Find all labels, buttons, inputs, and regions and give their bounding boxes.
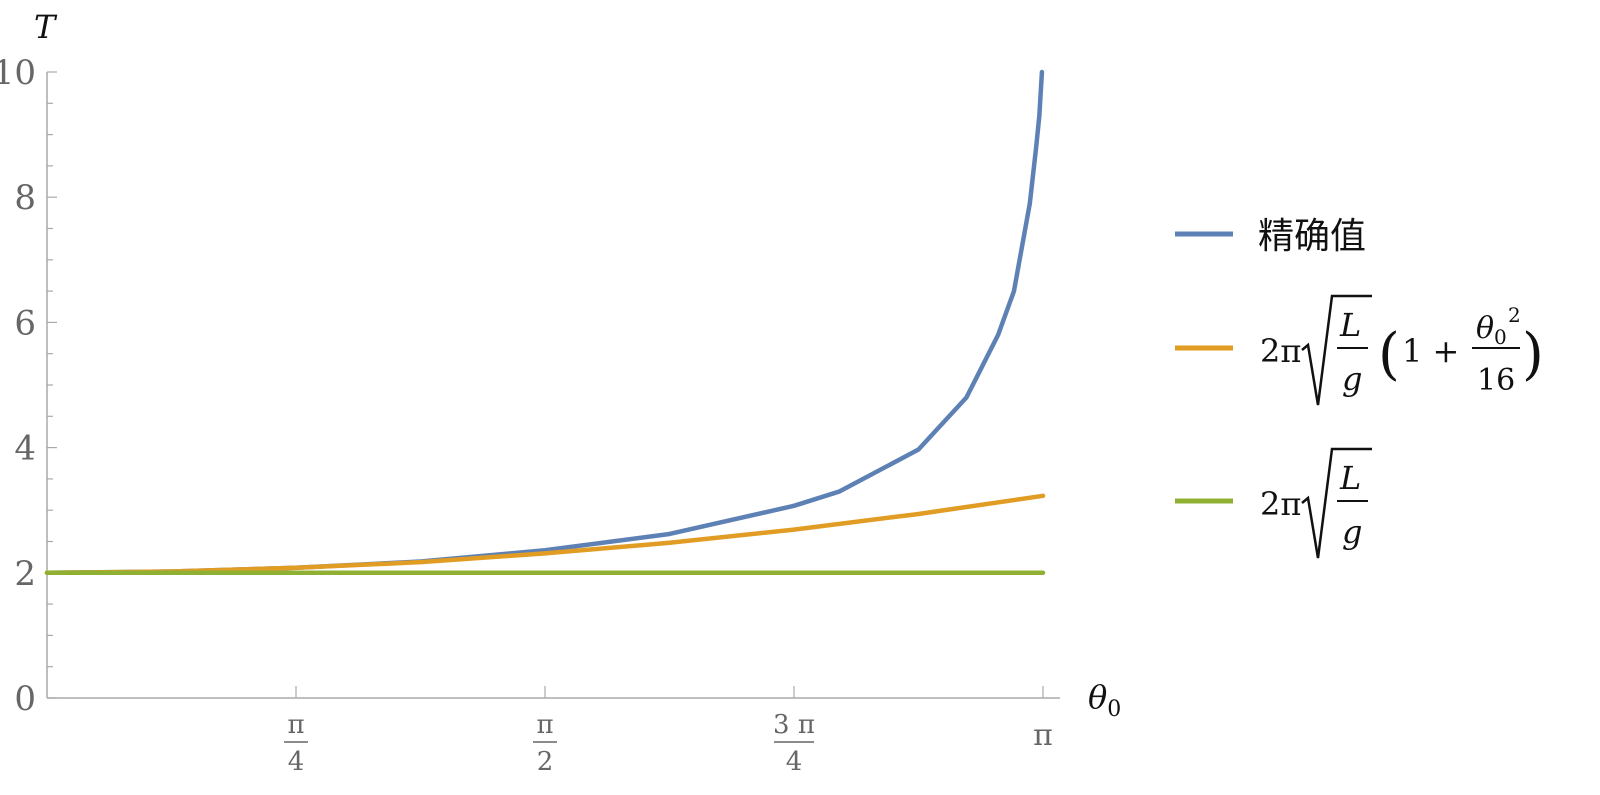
y-axis-title: T bbox=[34, 8, 58, 46]
x-tick-label: 3 π4 bbox=[773, 710, 815, 777]
legend-approx-oneplus: 1 + bbox=[1402, 332, 1459, 370]
legend-approx-16: 16 bbox=[1477, 363, 1515, 398]
legend-small-g: g bbox=[1342, 513, 1362, 551]
x-tick-numerator: π bbox=[536, 710, 553, 740]
legend-small-sqrt bbox=[1301, 447, 1372, 559]
legend-label-small-angle: 2π L g bbox=[1260, 447, 1372, 559]
x-tick-label: π bbox=[1033, 718, 1053, 753]
legend-item-small-angle: 2π L g bbox=[1175, 447, 1372, 559]
y-tick-label: 2 bbox=[14, 554, 36, 594]
legend-approx-sub0: 0 bbox=[1494, 325, 1507, 349]
y-tick-label: 6 bbox=[14, 303, 36, 343]
y-tick-label: 4 bbox=[14, 429, 36, 469]
x-tick-value: π bbox=[1033, 718, 1053, 753]
legend-label-exact: 精确值 bbox=[1258, 216, 1366, 257]
legend-approx-sup2: 2 bbox=[1508, 303, 1521, 327]
x-tick-numerator: π bbox=[287, 710, 304, 740]
x-tick-denominator: 4 bbox=[288, 747, 305, 777]
legend-small-2pi: 2π bbox=[1260, 485, 1301, 523]
legend: 精确值 2π L g ( 1 + θ 0 2 16 ) bbox=[1175, 216, 1544, 559]
x-tick-denominator: 2 bbox=[537, 747, 554, 777]
legend-approx-rparen: ) bbox=[1522, 322, 1544, 387]
legend-approx-L: L bbox=[1339, 306, 1361, 344]
legend-approx-2pi: 2π bbox=[1260, 332, 1301, 370]
series-exact bbox=[44, 69, 1045, 576]
y-tick-label: 0 bbox=[14, 679, 36, 719]
plot-area bbox=[44, 69, 1046, 576]
legend-approx-lparen: ( bbox=[1378, 322, 1400, 387]
legend-approx-g: g bbox=[1342, 360, 1362, 398]
legend-approx-sqrt bbox=[1301, 294, 1372, 406]
legend-item-exact: 精确值 bbox=[1175, 216, 1366, 257]
legend-label-approx: 2π L g ( 1 + θ 0 2 16 ) bbox=[1260, 294, 1544, 406]
legend-small-L: L bbox=[1339, 459, 1361, 497]
legend-approx-theta: θ bbox=[1476, 311, 1494, 346]
x-tick-label: π2 bbox=[533, 710, 558, 777]
x-axis-title: θ0 bbox=[1088, 678, 1121, 722]
series-second-order bbox=[44, 493, 1046, 576]
y-tick-label: 10 bbox=[0, 53, 36, 93]
legend-item-approx: 2π L g ( 1 + θ 0 2 16 ) bbox=[1175, 294, 1544, 406]
x-tick-numerator: 3 π bbox=[773, 710, 815, 740]
y-tick-label: 8 bbox=[14, 178, 36, 218]
x-tick-denominator: 4 bbox=[786, 747, 803, 777]
x-tick-label: π4 bbox=[284, 710, 309, 777]
